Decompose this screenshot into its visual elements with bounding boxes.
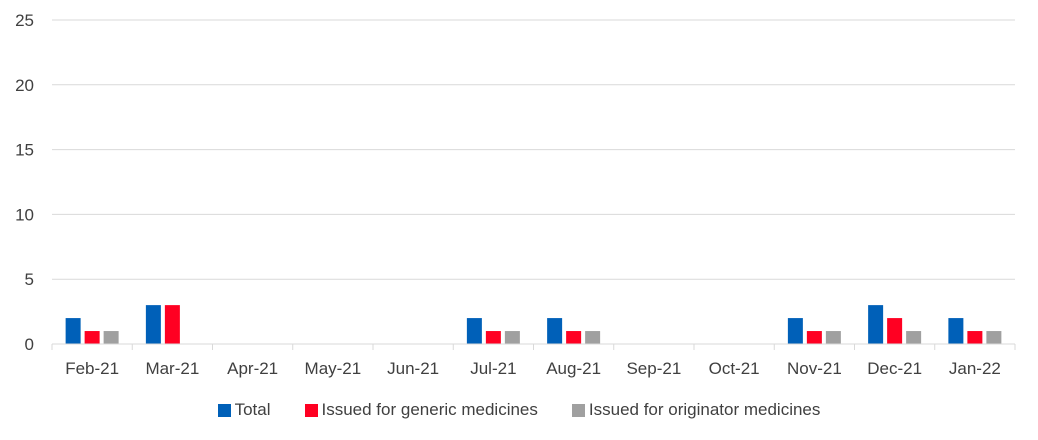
x-tick-label: May-21	[305, 359, 362, 378]
bar-issued-for-generic-medicines	[967, 331, 983, 344]
x-tick-label: Oct-21	[709, 359, 760, 378]
bar-issued-for-originator-medicines	[585, 331, 601, 344]
x-tick-label: Jul-21	[470, 359, 516, 378]
bar-total	[868, 305, 884, 344]
y-tick-label: 10	[15, 205, 34, 224]
x-tick-label: Feb-21	[65, 359, 119, 378]
bar-chart: 0 5 10 15 20 25 Feb-21 Mar-21 Apr-21 May-21 Jun-2…	[15, 11, 1016, 378]
bar-issued-for-originator-medicines	[906, 331, 922, 344]
bar-issued-for-originator-medicines	[825, 331, 841, 344]
y-tick-label: 25	[15, 11, 34, 30]
bar-total	[948, 318, 964, 344]
legend-item-issued-for-generic-medicines: Issued for generic medicines	[304, 400, 538, 420]
legend-swatch	[571, 403, 585, 417]
bar-total	[145, 305, 161, 344]
legend-label: Issued for generic medicines	[321, 400, 538, 419]
bar-issued-for-generic-medicines	[806, 331, 822, 344]
y-tick-label: 15	[15, 141, 34, 160]
legend-swatch	[217, 403, 231, 417]
legend-swatch	[304, 403, 318, 417]
bar-issued-for-originator-medicines	[504, 331, 520, 344]
y-tick-label: 5	[25, 270, 34, 289]
bar-total	[466, 318, 482, 344]
x-tick-label: Jun-21	[387, 359, 439, 378]
x-tick-label: Nov-21	[787, 359, 842, 378]
y-tick-label: 0	[25, 335, 34, 354]
x-tick-label: Aug-21	[546, 359, 601, 378]
bar-total	[547, 318, 563, 344]
legend: Total Issued for generic medicines Issued …	[0, 400, 1038, 420]
x-tick-label: Dec-21	[867, 359, 922, 378]
legend-item-issued-for-originator-medicines: Issued for originator medicines	[571, 400, 821, 420]
x-tick-label: Jan-22	[949, 359, 1001, 378]
bar-issued-for-generic-medicines	[84, 331, 100, 344]
legend-label: Total	[234, 400, 271, 419]
x-tick-label: Apr-21	[227, 359, 278, 378]
bar-total	[787, 318, 803, 344]
grid-lines	[52, 19, 1015, 280]
bar-issued-for-originator-medicines	[986, 331, 1002, 344]
y-tick-label: 20	[15, 76, 34, 95]
bar-issued-for-generic-medicines	[164, 305, 180, 344]
bar-issued-for-generic-medicines	[887, 318, 903, 344]
x-tick-label: Mar-21	[145, 359, 199, 378]
y-axis-ticks: 0 5 10 15 20 25	[15, 11, 34, 354]
bars	[65, 305, 1002, 344]
bar-issued-for-generic-medicines	[566, 331, 582, 344]
legend-item-total: Total	[217, 400, 271, 420]
legend-label: Issued for originator medicines	[588, 400, 821, 419]
bar-issued-for-originator-medicines	[103, 331, 119, 344]
bar-total	[65, 318, 81, 344]
x-tick-label: Sep-21	[626, 359, 681, 378]
x-axis: Feb-21 Mar-21 Apr-21 May-21 Jun-21 Jul-21 Aug-…	[51, 343, 1016, 378]
bar-issued-for-generic-medicines	[485, 331, 501, 344]
